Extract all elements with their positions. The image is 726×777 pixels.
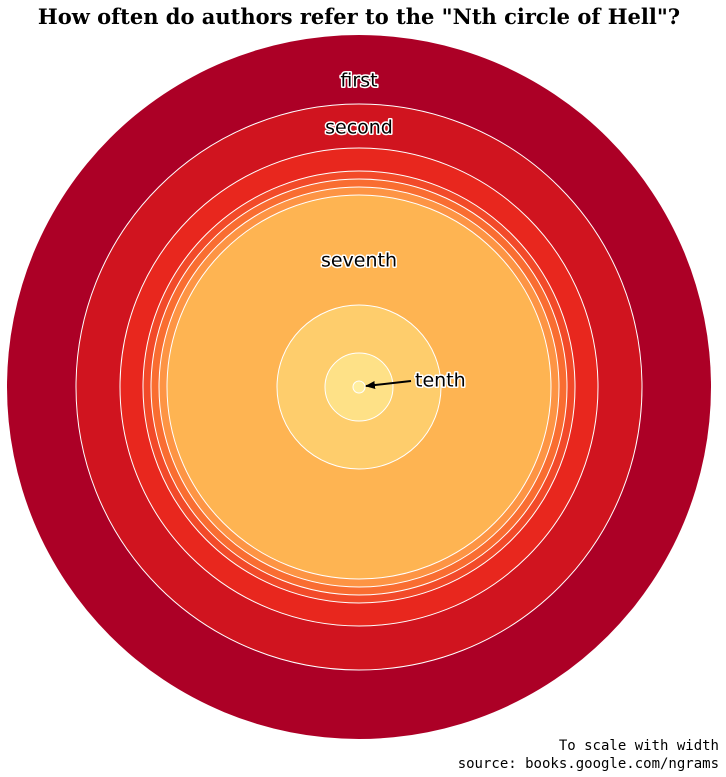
chart-title: How often do authors refer to the "Nth c…	[37, 4, 681, 29]
label-second: second	[325, 117, 393, 139]
labels-layer: first second seventh tenth	[319, 68, 467, 393]
source-note: source: books.google.com/ngrams	[457, 756, 719, 772]
tenth-arrow	[365, 380, 412, 389]
label-seventh: seventh	[321, 250, 397, 272]
label-tenth: tenth	[415, 370, 466, 392]
circle-tenth	[352, 380, 366, 394]
circles-layer	[7, 35, 711, 739]
scale-note: To scale with width	[558, 738, 719, 754]
label-first: first	[340, 70, 377, 92]
